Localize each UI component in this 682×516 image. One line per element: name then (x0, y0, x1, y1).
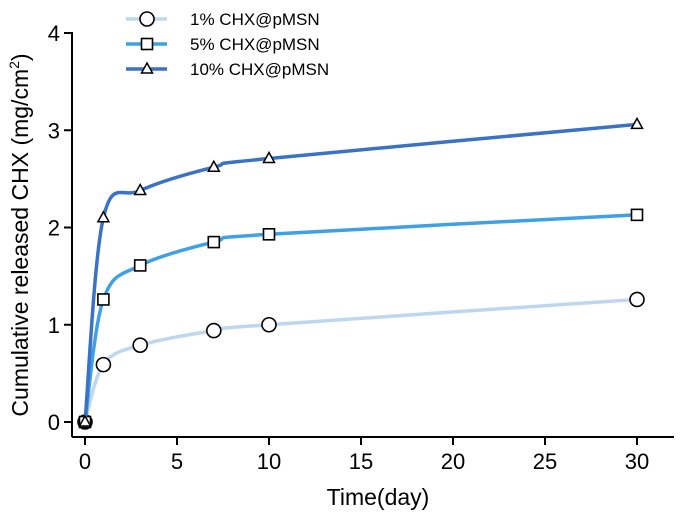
legend-label: 5% CHX@pMSN (190, 35, 320, 54)
square-marker (207, 235, 221, 249)
series-circle (77, 291, 645, 430)
x-axis-label: Time(day) (327, 484, 430, 510)
series-line (83, 122, 638, 423)
circle-marker (132, 337, 148, 353)
x-tick-label: 0 (79, 449, 91, 474)
x-tick-label: 25 (533, 449, 557, 474)
circle-marker (206, 322, 222, 339)
x-tick-label: 20 (441, 449, 465, 474)
triangle-marker (630, 116, 644, 130)
legend-label: 1% CHX@pMSN (190, 10, 320, 29)
x-tick-label: 10 (257, 449, 281, 474)
y-tick-label: 1 (48, 313, 60, 338)
y-tick-label: 2 (48, 216, 60, 241)
triangle-marker (96, 210, 111, 223)
x-tick-label: 15 (349, 449, 373, 474)
legend: 1% CHX@pMSN 5% CHX@pMSN 10% CHX@pMSN (126, 10, 329, 79)
triangle-marker (78, 414, 92, 427)
square-marker (133, 259, 147, 272)
series-line (83, 297, 638, 423)
axes: 0 5 10 15 20 25 30 0 1 2 3 4 (48, 21, 674, 474)
circle-marker (95, 356, 112, 373)
square-marker (262, 228, 276, 241)
series-triangle (78, 116, 644, 427)
square-marker (630, 208, 644, 222)
x-tick-label: 30 (625, 449, 649, 474)
legend-label: 10% CHX@pMSN (190, 60, 329, 79)
x-tick-label: 5 (171, 449, 183, 474)
y-tick-label: 4 (48, 21, 60, 46)
circle-marker (139, 11, 155, 27)
triangle-marker (140, 61, 154, 74)
triangle-marker (262, 150, 276, 164)
y-tick-label: 0 (48, 410, 60, 435)
series-layer (77, 116, 645, 430)
circle-marker (261, 316, 277, 333)
triangle-marker (133, 182, 147, 196)
circle-marker (629, 291, 645, 308)
y-tick-label: 3 (48, 118, 60, 143)
square-marker (140, 37, 154, 51)
square-marker (97, 293, 110, 306)
y-axis-label-end: ) (7, 53, 33, 61)
y-axis-label-sup: 2 (6, 61, 22, 69)
y-axis-label-main: Cumulative released CHX (mg/cm (7, 69, 33, 417)
triangle-marker (207, 159, 221, 172)
y-axis-label: Cumulative released CHX (mg/cm2) (6, 53, 33, 416)
